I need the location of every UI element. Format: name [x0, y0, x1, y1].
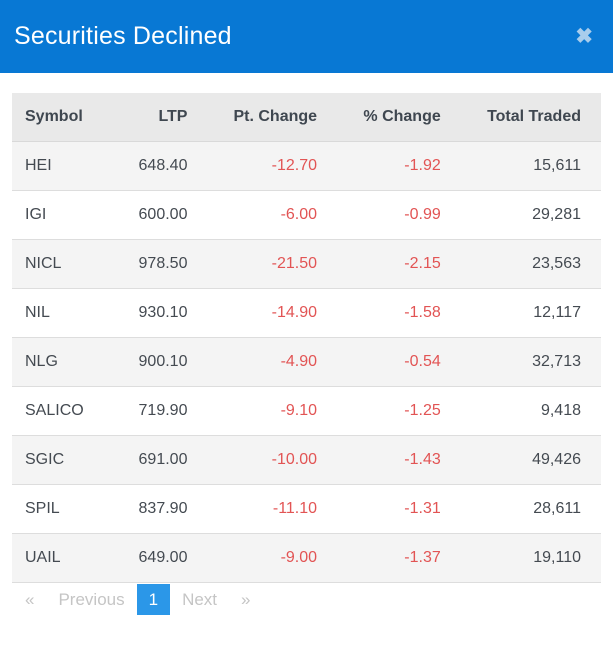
pt-change-cell: -4.90	[200, 337, 331, 387]
pagination-previous-button[interactable]: Previous	[58, 590, 125, 609]
column-header-ltp: LTP	[112, 93, 201, 142]
table-header-row: Symbol LTP Pt. Change % Change Total Tra…	[12, 93, 601, 142]
ltp-cell: 719.90	[112, 386, 201, 436]
total-traded-cell: 28,611	[453, 484, 601, 534]
total-traded-cell: 23,563	[453, 239, 601, 289]
pct-change-cell: -1.25	[330, 386, 454, 436]
pt-change-cell: -9.00	[200, 533, 331, 583]
symbol-cell: SPIL	[12, 484, 113, 534]
ltp-cell: 648.40	[112, 141, 201, 191]
ltp-cell: 978.50	[112, 239, 201, 289]
ltp-cell: 691.00	[112, 435, 201, 485]
total-traded-cell: 29,281	[453, 190, 601, 240]
pt-change-cell: -10.00	[200, 435, 331, 485]
pct-change-cell: -2.15	[330, 239, 454, 289]
pt-change-cell: -12.70	[200, 141, 331, 191]
symbol-cell: UAIL	[12, 533, 113, 583]
total-traded-cell: 12,117	[453, 288, 601, 338]
ltp-cell: 837.90	[112, 484, 201, 534]
pt-change-cell: -6.00	[200, 190, 331, 240]
table-row: NIL 930.10 -14.90 -1.58 12,117	[12, 288, 601, 338]
pagination-next-button[interactable]: Next	[182, 590, 218, 609]
total-traded-cell: 9,418	[453, 386, 601, 436]
table-row: UAIL 649.00 -9.00 -1.37 19,110	[12, 533, 601, 583]
pct-change-cell: -0.54	[330, 337, 454, 387]
table-row: SPIL 837.90 -11.10 -1.31 28,611	[12, 484, 601, 534]
pagination: « Previous 1 Next »	[13, 584, 613, 615]
pagination-first-button[interactable]: «	[25, 590, 35, 609]
pct-change-cell: -1.31	[330, 484, 454, 534]
ltp-cell: 600.00	[112, 190, 201, 240]
column-header-symbol: Symbol	[12, 93, 113, 142]
symbol-cell: HEI	[12, 141, 113, 191]
pct-change-cell: -1.37	[330, 533, 454, 583]
ltp-cell: 900.10	[112, 337, 201, 387]
securities-table-body: HEI 648.40 -12.70 -1.92 15,611 IGI 600.00 -6.00…	[12, 141, 601, 583]
pt-change-cell: -11.10	[200, 484, 331, 534]
pt-change-cell: -9.10	[200, 386, 331, 436]
total-traded-cell: 15,611	[453, 141, 601, 191]
pct-change-cell: -1.58	[330, 288, 454, 338]
modal-header: Securities Declined ✖	[0, 0, 613, 73]
close-icon[interactable]: ✖	[575, 25, 593, 48]
symbol-cell: IGI	[12, 190, 113, 240]
total-traded-cell: 32,713	[453, 337, 601, 387]
column-header-pct-change: % Change	[330, 93, 454, 142]
modal-title: Securities Declined	[14, 22, 232, 50]
ltp-cell: 930.10	[112, 288, 201, 338]
symbol-cell: NLG	[12, 337, 113, 387]
column-header-total-traded: Total Traded	[453, 93, 601, 142]
pct-change-cell: -1.92	[330, 141, 454, 191]
table-row: SGIC 691.00 -10.00 -1.43 49,426	[12, 435, 601, 485]
pt-change-cell: -14.90	[200, 288, 331, 338]
total-traded-cell: 49,426	[453, 435, 601, 485]
table-row: IGI 600.00 -6.00 -0.99 29,281	[12, 190, 601, 240]
total-traded-cell: 19,110	[453, 533, 601, 583]
pagination-last-button[interactable]: »	[241, 590, 251, 609]
symbol-cell: NICL	[12, 239, 113, 289]
table-row: SALICO 719.90 -9.10 -1.25 9,418	[12, 386, 601, 436]
securities-table-container: Symbol LTP Pt. Change % Change Total Tra…	[12, 93, 601, 583]
table-row: HEI 648.40 -12.70 -1.92 15,611	[12, 141, 601, 191]
pt-change-cell: -21.50	[200, 239, 331, 289]
table-row: NLG 900.10 -4.90 -0.54 32,713	[12, 337, 601, 387]
securities-table: Symbol LTP Pt. Change % Change Total Tra…	[12, 93, 601, 583]
column-header-pt-change: Pt. Change	[200, 93, 331, 142]
symbol-cell: NIL	[12, 288, 113, 338]
symbol-cell: SALICO	[12, 386, 113, 436]
ltp-cell: 649.00	[112, 533, 201, 583]
pct-change-cell: -0.99	[330, 190, 454, 240]
pagination-page-1-button[interactable]: 1	[136, 584, 171, 615]
pct-change-cell: -1.43	[330, 435, 454, 485]
table-row: NICL 978.50 -21.50 -2.15 23,563	[12, 239, 601, 289]
symbol-cell: SGIC	[12, 435, 113, 485]
